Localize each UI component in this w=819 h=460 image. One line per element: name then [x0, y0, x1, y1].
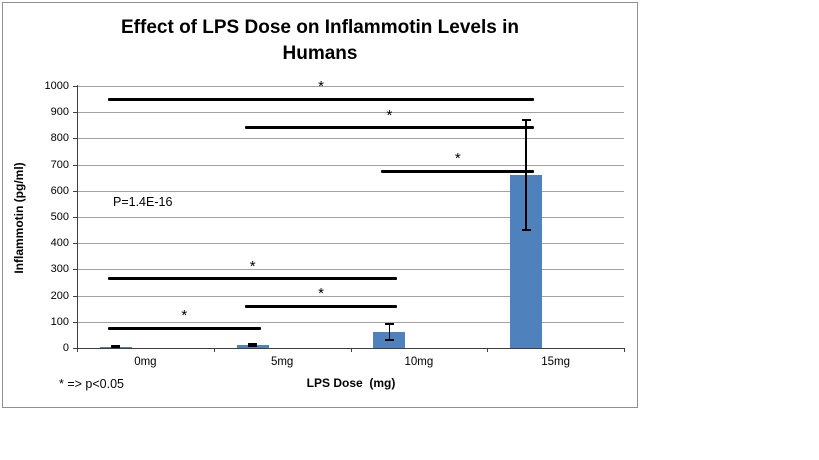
- y-tick: [73, 112, 77, 114]
- y-tick-label: 200: [50, 289, 69, 302]
- y-tick: [73, 86, 77, 87]
- significance-star: *: [386, 106, 393, 124]
- error-bar-cap-top: [384, 322, 394, 325]
- y-tick: [73, 164, 77, 166]
- y-axis-title: Inflammotin (pg/ml): [12, 162, 26, 274]
- error-bar-cap-bottom: [111, 346, 121, 349]
- significance-star: *: [318, 78, 324, 96]
- error-bar-line: [251, 344, 254, 347]
- x-tick: [487, 348, 489, 352]
- chart-title: Effect of LPS Dose on Inflammotin Levels…: [3, 15, 637, 67]
- significance-line: [107, 97, 535, 101]
- y-tick-label: 300: [50, 263, 69, 276]
- error-bar-cap-bottom: [521, 229, 531, 232]
- y-tick-label: 1000: [44, 80, 69, 92]
- y-tick-label: 400: [50, 237, 69, 250]
- error-bar-cap-bottom: [384, 338, 394, 341]
- significance-star: *: [454, 150, 461, 168]
- p-value-annotation: P=1.4E-16: [113, 195, 173, 209]
- y-tick: [73, 190, 77, 192]
- error-bar-cap-top: [521, 119, 531, 122]
- y-tick-label: 900: [50, 106, 69, 119]
- y-tick-label: 0: [62, 342, 69, 354]
- x-category-label: 15mg: [541, 356, 571, 368]
- significance-star: *: [249, 257, 256, 275]
- y-tick: [73, 295, 77, 297]
- y-gridline: [77, 164, 624, 166]
- x-category-label: 10mg: [404, 356, 434, 368]
- y-tick: [73, 269, 77, 271]
- y-gridline: [77, 138, 624, 140]
- y-gridline: [77, 217, 624, 218]
- y-tick: [73, 321, 77, 323]
- x-category-label: 0mg: [134, 356, 157, 368]
- error-bar-line: [525, 120, 527, 231]
- chart-title-line1: Effect of LPS Dose on Inflammotin Levels…: [121, 17, 519, 38]
- y-tick: [73, 243, 77, 245]
- error-bar-cap-bottom: [248, 345, 258, 348]
- x-tick: [77, 348, 78, 352]
- y-gridline: [77, 190, 624, 192]
- y-gridline: [77, 269, 624, 271]
- y-tick: [73, 138, 77, 140]
- x-tick: [350, 348, 352, 352]
- significance-star: *: [318, 285, 324, 303]
- y-tick: [73, 217, 77, 218]
- significance-line: [381, 169, 535, 173]
- chart-frame: Effect of LPS Dose on Inflammotin Levels…: [2, 2, 638, 408]
- significance-line: [244, 304, 398, 308]
- x-category-label: 5mg: [270, 356, 294, 368]
- error-bar-cap-top: [111, 344, 121, 347]
- error-bar-line: [388, 323, 391, 340]
- y-gridline: [77, 112, 624, 114]
- y-tick-label: 600: [50, 184, 69, 197]
- significance-line: [244, 126, 535, 130]
- significance-star: *: [181, 307, 188, 325]
- significance-line: [107, 277, 398, 281]
- y-gridline: [77, 86, 624, 87]
- chart-title-line2: Humans: [282, 43, 358, 64]
- y-tick-label: 800: [50, 132, 69, 145]
- y-gridline: [77, 243, 624, 245]
- y-gridline: [77, 321, 624, 323]
- significance-line: [107, 326, 261, 330]
- significance-footnote: * => p<0.05: [59, 377, 124, 391]
- x-axis-title: LPS Dose (mg): [306, 376, 396, 390]
- error-bar-cap-top: [248, 343, 258, 346]
- x-tick: [213, 348, 215, 352]
- y-tick-label: 500: [50, 211, 69, 223]
- y-tick-label: 100: [50, 315, 69, 328]
- y-tick: [73, 348, 77, 349]
- x-tick: [624, 348, 625, 352]
- y-tick-label: 700: [50, 158, 69, 171]
- x-axis-line: [77, 348, 625, 349]
- y-axis-line: [77, 85, 78, 349]
- y-gridline: [77, 295, 624, 297]
